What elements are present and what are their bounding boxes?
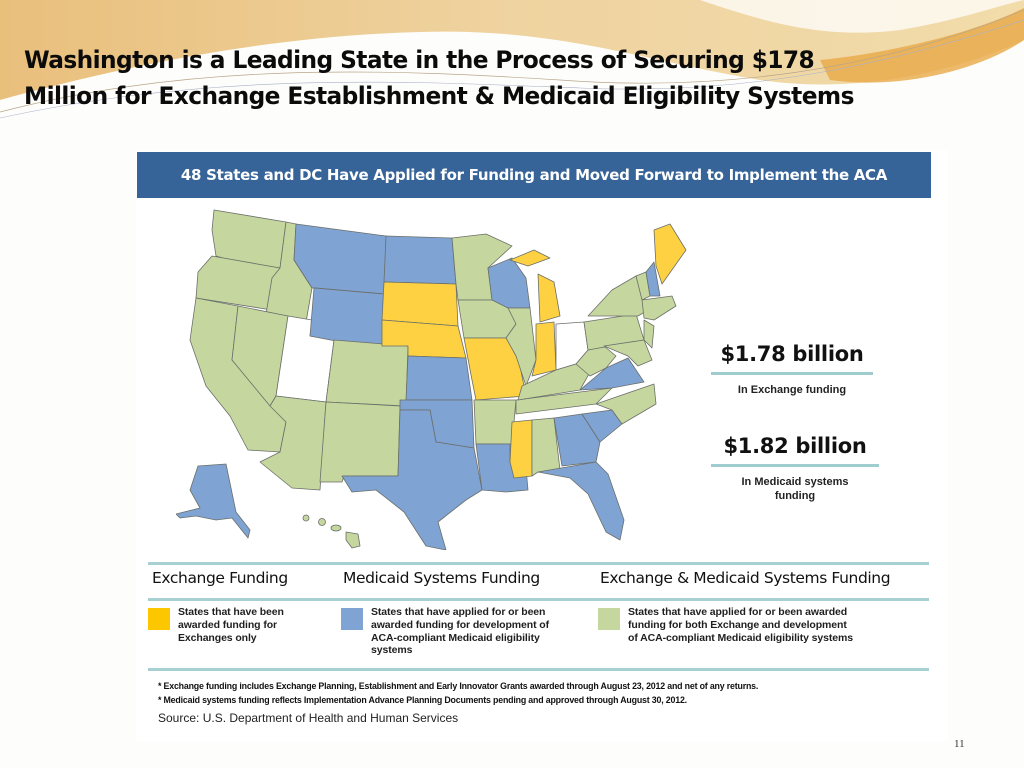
legend-swatch-medicaid bbox=[341, 608, 363, 630]
state-in bbox=[531, 321, 557, 377]
state-ms bbox=[509, 419, 533, 479]
legend-swatch-both bbox=[598, 608, 620, 630]
stat-divider bbox=[711, 372, 873, 375]
background-swoosh bbox=[0, 0, 1024, 119]
legend-text-both: States that have applied for or been awa… bbox=[628, 606, 853, 644]
exchange-funding-stat: $1.78 billion In Exchange funding bbox=[711, 342, 873, 397]
figure-banner: 48 States and DC Have Applied for Fundin… bbox=[137, 152, 931, 198]
medicaid-funding-amount: $1.82 billion bbox=[723, 434, 867, 458]
legend-mid-rule bbox=[148, 598, 929, 601]
medicaid-funding-caption: In Medicaid systems funding bbox=[741, 476, 849, 502]
legend-top-rule bbox=[148, 562, 929, 565]
slide-title: Washington is a Leading State in the Pro… bbox=[24, 42, 984, 114]
legend-swatch-exchange bbox=[148, 608, 170, 630]
footnotes: * Exchange funding includes Exchange Pla… bbox=[158, 680, 938, 725]
us-funding-map bbox=[176, 209, 687, 550]
state-ks bbox=[405, 355, 473, 401]
legend-heading-exchange: Exchange Funding bbox=[152, 569, 288, 587]
slide-title-line-1: Washington is a Leading State in the Pro… bbox=[24, 46, 815, 74]
state-or bbox=[195, 255, 281, 311]
state-hi bbox=[302, 514, 361, 549]
state-nh bbox=[645, 261, 661, 297]
state-co bbox=[325, 339, 409, 407]
exchange-funding-amount: $1.78 billion bbox=[720, 342, 864, 366]
state-il bbox=[505, 307, 537, 387]
state-nd bbox=[383, 235, 457, 285]
funding-figure: 48 States and DC Have Applied for Fundin… bbox=[136, 150, 948, 742]
state-sd bbox=[381, 281, 459, 327]
legend-item-both: States that have applied for or been awa… bbox=[598, 606, 898, 644]
slide-title-line-2: Million for Exchange Establishment & Med… bbox=[24, 82, 854, 110]
exchange-funding-caption: In Exchange funding bbox=[737, 384, 847, 396]
state-la bbox=[475, 443, 529, 493]
state-nj bbox=[643, 319, 655, 349]
state-va bbox=[579, 357, 645, 391]
state-nm bbox=[319, 401, 401, 483]
medicaid-funding-stat: $1.82 billion In Medicaid systems fundin… bbox=[711, 434, 879, 503]
legend-item-exchange: States that have been awarded funding fo… bbox=[148, 606, 328, 644]
legend-text-exchange: States that have been awarded funding fo… bbox=[178, 606, 284, 644]
state-ak bbox=[176, 463, 251, 539]
state-tx bbox=[341, 409, 483, 550]
footnote-medicaid: * Medicaid systems funding reflects Impl… bbox=[158, 695, 687, 706]
state-fl bbox=[537, 461, 625, 541]
state-ma-ct-ri bbox=[641, 295, 677, 321]
source-citation: Source: U.S. Department of Health and Hu… bbox=[158, 711, 459, 725]
legend-heading-medicaid: Medicaid Systems Funding bbox=[343, 569, 540, 587]
page-number: 11 bbox=[954, 738, 965, 750]
stat-divider bbox=[711, 464, 879, 467]
state-ar bbox=[473, 399, 517, 445]
legend-heading-both: Exchange & Medicaid Systems Funding bbox=[600, 569, 891, 587]
state-nc bbox=[595, 383, 657, 425]
state-ga bbox=[553, 413, 601, 467]
legend-item-medicaid: States that have applied for or been awa… bbox=[341, 606, 591, 657]
state-wi bbox=[487, 257, 531, 309]
footnote-exchange: * Exchange funding includes Exchange Pla… bbox=[158, 681, 759, 692]
legend-bottom-rule bbox=[148, 668, 929, 671]
legend-text-medicaid: States that have applied for or been awa… bbox=[371, 606, 550, 657]
state-me bbox=[653, 223, 687, 285]
state-md-de bbox=[603, 339, 653, 367]
state-mi bbox=[509, 249, 561, 323]
